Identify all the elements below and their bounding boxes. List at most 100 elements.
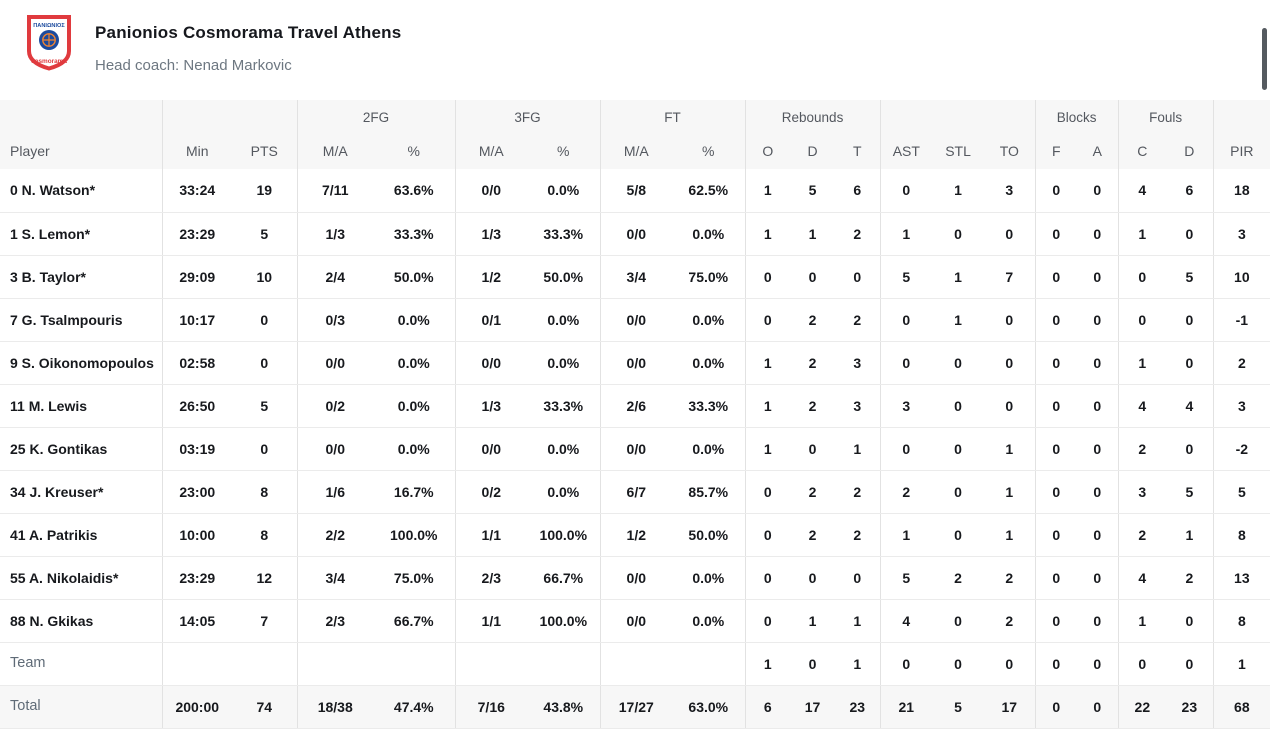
stat-cell: 8 [232,513,298,557]
stat-cell: 0 [1035,298,1078,342]
player-cell: 55 A. Nikolaidis* [0,556,163,600]
stat-cell: 50.0% [373,255,456,299]
stat-cell: 0 [1077,470,1119,514]
stat-cell: 14:05 [162,599,232,643]
stat-cell: 7 [232,599,298,643]
col-header-blocks-a: A [1077,136,1119,169]
stat-cell: 85.7% [672,470,746,514]
stat-cell: 0/2 [455,470,528,514]
stat-cell: 1 [745,642,791,686]
col-header-ft-ma: M/A [600,136,673,169]
team-header: ΠΑΝΙΩΝΙΟΣ cosmorama Panionios Cosmorama … [0,0,1270,100]
stat-cell: 0.0% [373,427,456,471]
stat-cell: 200:00 [162,685,232,729]
stat-cell: 2 [835,470,881,514]
stat-cell: 0 [1166,298,1214,342]
stat-cell: 1 [745,427,791,471]
stat-cell: 0 [1118,642,1167,686]
stat-cell: 0 [1035,384,1078,428]
stat-cell: 1 [1166,513,1214,557]
stat-cell: 0 [1077,556,1119,600]
stat-cell: 6 [745,685,791,729]
stat-cell [455,642,528,686]
stat-cell: 0/0 [297,427,373,471]
stat-cell: 0/0 [455,427,528,471]
player-row: 55 A. Nikolaidis* 23:29 12 3/4 75.0% 2/3 66.7%… [0,556,1270,600]
stat-cell: 2 [1118,427,1167,471]
stat-cell: 0 [984,384,1036,428]
group-header-blocks: Blocks [1035,100,1119,136]
stat-cell: 2 [790,384,836,428]
stat-cell: 0.0% [373,298,456,342]
stat-cell: 63.0% [672,685,746,729]
stat-cell: 0.0% [527,427,601,471]
stat-cell: 2 [835,212,881,256]
stat-cell: 75.0% [672,255,746,299]
stat-cell: 2 [835,513,881,557]
stat-cell: 0 [932,341,985,385]
stat-cell: 02:58 [162,341,232,385]
player-cell: Team [0,642,163,686]
stat-cell: 4 [1166,384,1214,428]
stat-cell: 7/11 [297,169,373,213]
stat-cell: 0/1 [455,298,528,342]
col-header-blocks-f: F [1035,136,1078,169]
stat-cell: 0.0% [373,341,456,385]
stat-cell [600,642,673,686]
stat-cell: 6 [835,169,881,213]
stat-cell: 0 [1077,513,1119,557]
stat-cell: 5 [1166,470,1214,514]
stat-cell: 100.0% [527,513,601,557]
stat-cell: 6 [1166,169,1214,213]
stat-cell: 1 [835,642,881,686]
col-header-reb-d: D [790,136,836,169]
stat-cell: 1 [790,212,836,256]
stat-cell: 0 [1035,427,1078,471]
stat-cell: 8 [1213,599,1270,643]
stat-cell: 13 [1213,556,1270,600]
stat-cell: 3 [880,384,933,428]
stat-cell: 0 [232,427,298,471]
stat-cell: 0.0% [373,384,456,428]
player-cell: 0 N. Watson* [0,169,163,213]
stat-cell: 1/6 [297,470,373,514]
group-header-3fg: 3FG [455,100,601,136]
stat-cell: 0.0% [527,169,601,213]
scrollbar-thumb[interactable] [1262,28,1267,90]
stat-cell: 2/2 [297,513,373,557]
stat-cell [373,642,456,686]
stat-cell: 1 [745,169,791,213]
stat-cell: 0 [790,427,836,471]
player-row: 1 S. Lemon* 23:29 5 1/3 33.3% 1/3 33.3% 0/0 0.0%… [0,212,1270,256]
stat-cell: 21 [880,685,933,729]
stat-cell: 63.6% [373,169,456,213]
stat-cell: -2 [1213,427,1270,471]
stat-cell: 0 [984,298,1036,342]
stat-cell: 50.0% [527,255,601,299]
stat-cell: 1 [880,513,933,557]
stat-cell: 1 [1118,212,1167,256]
col-header-fouls-c: C [1118,136,1167,169]
stat-cell [232,642,298,686]
stat-cell: 0 [984,642,1036,686]
stat-cell: 0 [1077,298,1119,342]
stat-cell: 10:00 [162,513,232,557]
stat-cell: 0 [1166,427,1214,471]
stat-cell: 0 [745,298,791,342]
stat-cell: 1/3 [455,212,528,256]
stat-cell: 0/2 [297,384,373,428]
stat-cell: 0.0% [672,427,746,471]
stat-cell: 100.0% [527,599,601,643]
stat-cell: 0 [1035,685,1078,729]
stat-cell: 0 [1166,599,1214,643]
stat-cell: 62.5% [672,169,746,213]
stat-cell: 0 [1077,212,1119,256]
stat-cell: 2 [1213,341,1270,385]
stat-cell: 0 [932,513,985,557]
stat-cell: 10 [1213,255,1270,299]
team-logo: ΠΑΝΙΩΝΙΟΣ cosmorama [27,15,71,71]
stat-cell: 18/38 [297,685,373,729]
stat-cell: 100.0% [373,513,456,557]
stat-cell: 2 [790,341,836,385]
stat-cell: 0.0% [527,298,601,342]
